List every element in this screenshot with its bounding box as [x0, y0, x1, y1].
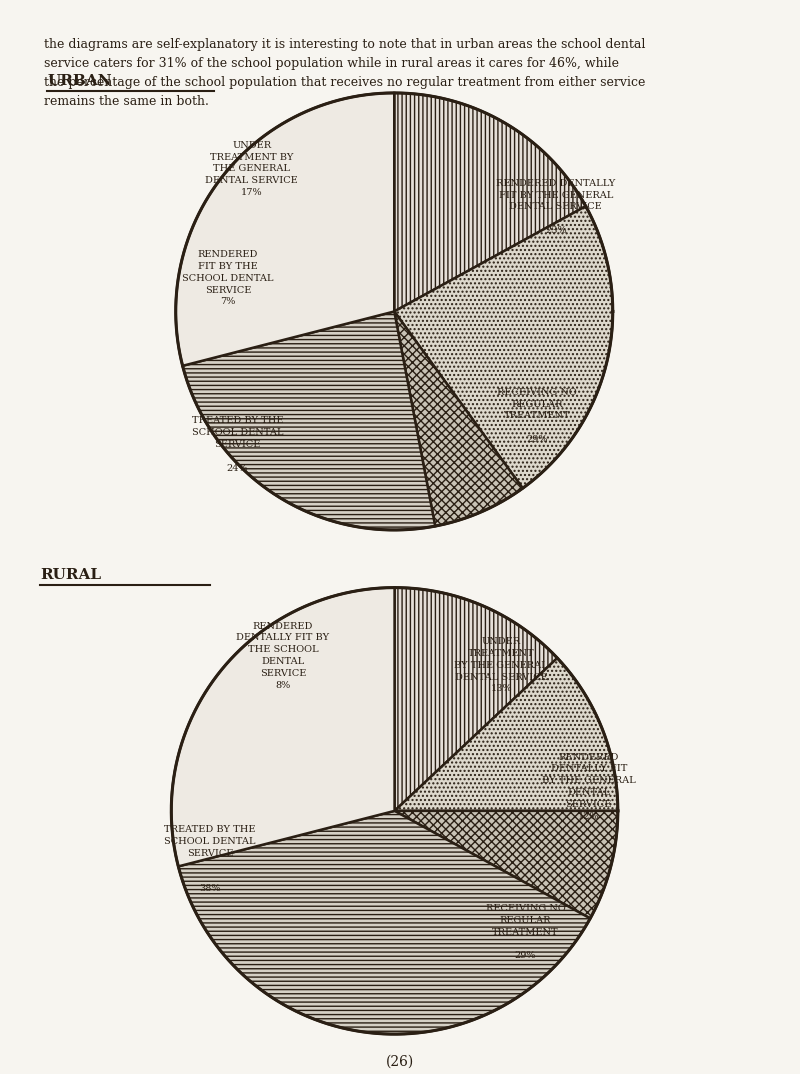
- Text: TREATED BY THE
SCHOOL DENTAL
SERVICE


38%: TREATED BY THE SCHOOL DENTAL SERVICE 38%: [164, 826, 256, 894]
- Polygon shape: [394, 587, 558, 811]
- Text: UNDER
TREATMENT BY
THE GENERAL
DENTAL SERVICE
17%: UNDER TREATMENT BY THE GENERAL DENTAL SE…: [206, 141, 298, 197]
- Text: RENDERED
DENTALLY FIT
BY THE GENERAL
DENTAL
SERVICE
12%: RENDERED DENTALLY FIT BY THE GENERAL DEN…: [542, 753, 635, 821]
- Text: RENDERED
FIT BY THE
SCHOOL DENTAL
SERVICE
7%: RENDERED FIT BY THE SCHOOL DENTAL SERVIC…: [182, 250, 274, 306]
- Polygon shape: [394, 658, 618, 811]
- Polygon shape: [171, 587, 394, 867]
- Text: RECEIVING NO
REGULAR
TREATMENT

29%: RECEIVING NO REGULAR TREATMENT 29%: [497, 388, 577, 444]
- Text: UNDER
TREATMENT
BY THE GENERAL
DENTAL SERVICE
13%: UNDER TREATMENT BY THE GENERAL DENTAL SE…: [454, 637, 548, 694]
- Text: (26): (26): [386, 1055, 414, 1069]
- Polygon shape: [394, 206, 613, 489]
- Polygon shape: [182, 311, 435, 529]
- Text: the diagrams are self-explanatory it is interesting to note that in urban areas : the diagrams are self-explanatory it is …: [44, 38, 646, 107]
- Polygon shape: [394, 811, 618, 918]
- Text: TREATED BY THE
SCHOOL DENTAL
SERVICE

24%: TREATED BY THE SCHOOL DENTAL SERVICE 24%: [192, 417, 283, 473]
- Polygon shape: [178, 811, 590, 1034]
- Text: RENDERED DENTALLY
FIT BY THE GENERAL
DENTAL SERVICE

23%: RENDERED DENTALLY FIT BY THE GENERAL DEN…: [496, 179, 615, 235]
- Text: RECEIVING NO
REGULAR
TREATMENT

29%: RECEIVING NO REGULAR TREATMENT 29%: [486, 904, 566, 960]
- Text: URBAN: URBAN: [47, 74, 112, 88]
- Polygon shape: [176, 93, 394, 366]
- Text: RENDERED
DENTALLY FIT BY
THE SCHOOL
DENTAL
SERVICE
8%: RENDERED DENTALLY FIT BY THE SCHOOL DENT…: [236, 622, 330, 690]
- Polygon shape: [394, 311, 522, 526]
- Text: RURAL: RURAL: [40, 568, 102, 582]
- Polygon shape: [394, 93, 586, 311]
